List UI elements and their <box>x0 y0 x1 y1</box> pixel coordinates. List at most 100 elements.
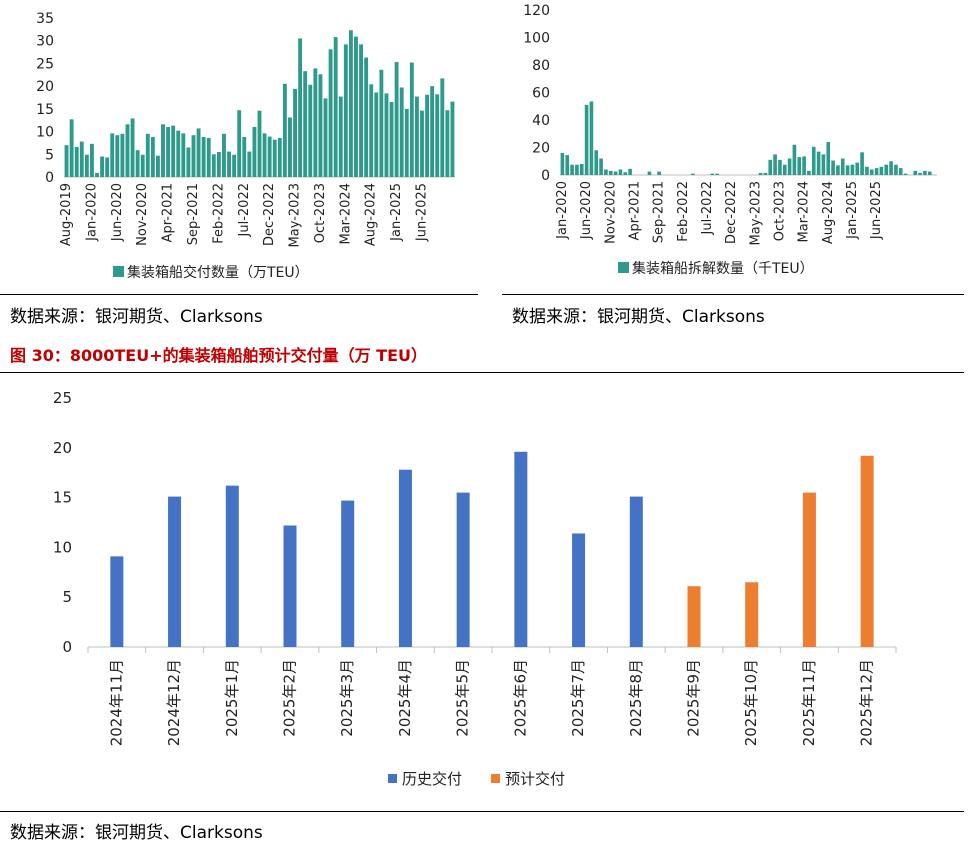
delivery-chart: 0 5 10 15 20 25 30 35 Aug-2019 Jan-2020 Jun-2020 N… <box>36 11 455 281</box>
bar <box>802 156 806 175</box>
bar <box>927 171 932 175</box>
delivery-chart-x-labels: Aug-2019 Jan-2020 Jun-2020 Nov-2020 Apr-2021… <box>59 183 429 247</box>
bar <box>110 556 124 647</box>
bar <box>420 110 424 177</box>
legend-swatch <box>113 266 124 277</box>
divider-top-left <box>0 294 478 295</box>
y-tick-label: 35 <box>36 11 54 27</box>
bar <box>191 135 196 177</box>
y-tick-label: 20 <box>36 79 54 95</box>
bar <box>865 166 869 175</box>
y-tick-label: 25 <box>36 56 54 72</box>
bar <box>283 525 297 647</box>
x-tick-label: Oct-2023 <box>772 181 787 241</box>
bar <box>232 154 237 177</box>
y-tick-label: 5 <box>62 588 72 606</box>
bar <box>623 172 628 175</box>
legend-swatch <box>491 774 500 783</box>
bar <box>572 533 586 647</box>
x-tick-label: Mar-2024 <box>338 183 353 244</box>
y-tick-label: 40 <box>532 113 550 129</box>
bar <box>328 49 333 177</box>
y-tick-label: 0 <box>541 168 550 184</box>
bar <box>89 143 94 177</box>
bar <box>629 496 643 647</box>
bar <box>282 83 287 177</box>
x-tick-label: Jul-2022 <box>237 183 252 237</box>
delivery-chart-bars <box>64 30 455 177</box>
bar <box>277 137 282 177</box>
bar <box>247 151 252 177</box>
bar <box>225 485 239 647</box>
bar <box>323 98 328 177</box>
bar <box>227 151 231 177</box>
bar <box>171 125 176 177</box>
x-tick-label: Aug-2024 <box>364 183 379 246</box>
x-tick-label: 2024年11月 <box>107 659 125 746</box>
x-tick-label: Aug-2024 <box>821 181 836 244</box>
x-tick-label: Nov-2020 <box>135 183 150 246</box>
y-tick-label: 10 <box>36 125 54 141</box>
bar <box>404 108 409 177</box>
bar <box>308 84 313 177</box>
bar <box>161 124 165 177</box>
bar <box>409 62 414 177</box>
x-tick-label: Jun-2025 <box>869 181 884 240</box>
y-tick-label: 20 <box>53 439 72 457</box>
x-tick-label: 2025年4月 <box>396 659 414 737</box>
bar <box>338 96 343 177</box>
x-tick-label: 2025年3月 <box>338 659 356 737</box>
x-tick-label: 2025年7月 <box>569 659 587 737</box>
bar <box>252 127 257 177</box>
x-tick-label: May-2023 <box>288 183 303 247</box>
bar <box>303 71 308 177</box>
y-tick-label: 0 <box>62 638 72 656</box>
bar <box>398 469 412 647</box>
bar <box>594 150 599 175</box>
bar <box>293 88 297 177</box>
x-tick-label: Aug-2019 <box>59 183 74 246</box>
y-tick-label: 15 <box>53 489 72 507</box>
x-tick-label: Sep-2021 <box>652 181 667 243</box>
bar <box>691 173 695 176</box>
bar <box>618 169 623 175</box>
bar <box>115 135 120 177</box>
source-note-right: 数据来源：银河期货、Clarksons <box>512 307 765 327</box>
x-tick-label: Sep-2021 <box>186 183 201 245</box>
y-tick-label: 5 <box>45 147 54 163</box>
bar <box>196 128 201 177</box>
bar <box>514 451 528 647</box>
y-tick-label: 30 <box>36 34 54 50</box>
bar <box>884 164 889 175</box>
x-tick-label: Nov-2020 <box>603 181 618 244</box>
legend-label: 预计交付 <box>505 770 565 788</box>
x-tick-label: 2025年9月 <box>685 659 703 737</box>
x-tick-label: Apr-2021 <box>161 183 176 242</box>
bar <box>298 38 303 177</box>
divider-bottom <box>0 811 964 812</box>
bar <box>782 164 787 175</box>
bar <box>903 173 908 176</box>
bar <box>657 171 661 175</box>
demolition-chart: 0 20 40 60 80 100 120 Jan-2020 Jun-2020 Nov-2020… <box>523 3 937 277</box>
bar <box>364 57 369 177</box>
demolition-chart-axes: 0 20 40 60 80 100 120 <box>523 3 937 184</box>
bar <box>186 147 191 177</box>
x-tick-label: Jan-2025 <box>389 183 404 242</box>
x-tick-label: May-2023 <box>748 181 763 245</box>
x-tick-label: 2025年11月 <box>800 659 818 746</box>
bar <box>768 159 773 176</box>
bar <box>816 151 821 176</box>
projected-chart-legend: 历史交付 预计交付 <box>388 770 565 788</box>
bar <box>450 101 455 177</box>
bar <box>821 154 826 176</box>
x-tick-label: Dec-2022 <box>724 181 739 244</box>
bar <box>797 157 802 176</box>
bar <box>414 96 419 177</box>
bar <box>831 160 835 175</box>
x-tick-label: Apr-2021 <box>627 181 642 240</box>
y-tick-label: 20 <box>532 141 550 157</box>
figure-title: 图 30：8000TEU+的集装箱船舶预计交付量（万 TEU） <box>10 346 428 365</box>
bar <box>584 104 589 176</box>
bar <box>222 133 226 177</box>
